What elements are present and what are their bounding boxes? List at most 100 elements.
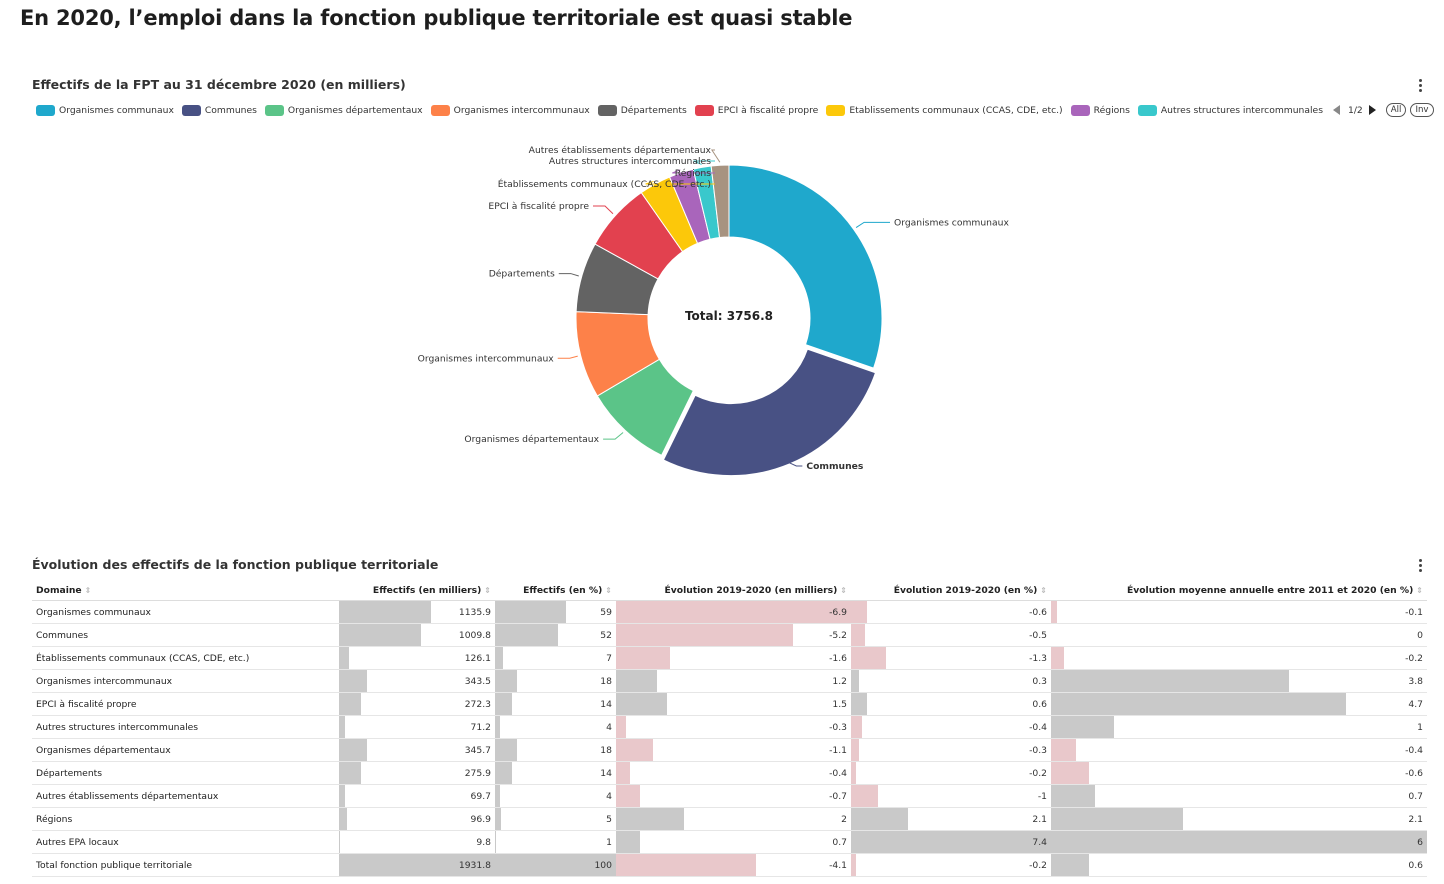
table-row[interactable]: Départements 275.9 14 -0.4 -0.2 -0.6 (32, 761, 1427, 785)
legend-item[interactable]: EPCI à fiscalité propre (694, 104, 818, 116)
row-value-cell: 18 (495, 738, 616, 762)
cell-value: -0.1 (1405, 606, 1423, 618)
table-row[interactable]: Établissements communaux (CCAS, CDE, etc… (32, 646, 1427, 670)
value-bar (495, 762, 512, 784)
cell-value: 5 (606, 813, 612, 825)
sort-icon[interactable]: ⇕ (1416, 585, 1423, 595)
table-row[interactable]: Organismes communaux 1135.9 59 -6.9 -0.6 -0.1 (32, 600, 1427, 624)
cell-value: 343.5 (464, 675, 491, 687)
cell-value: -4.1 (829, 859, 847, 871)
legend-prev-icon[interactable] (1332, 105, 1340, 115)
legend-swatch (1070, 104, 1090, 116)
column-header[interactable]: Effectifs (en milliers) ⇕ (339, 580, 495, 601)
table-row[interactable]: Autres établissements départementaux 69.7… (32, 784, 1427, 808)
row-value-cell: 5 (495, 807, 616, 831)
row-value-cell: -1.3 (851, 646, 1051, 670)
donut-slice[interactable] (728, 164, 883, 369)
table-row[interactable]: Organismes intercommunaux 343.5 18 1.2 0.3 3.… (32, 669, 1427, 693)
value-bar (616, 854, 756, 876)
value-bar (1051, 647, 1064, 669)
table-row[interactable]: Régions 96.9 5 2 2.1 2.1 (32, 807, 1427, 831)
donut-slice[interactable] (662, 348, 877, 477)
table-row[interactable]: Organismes départementaux 345.7 18 -1.1 -0.3… (32, 738, 1427, 762)
legend-swatch (1137, 104, 1157, 116)
legend-swatch (36, 104, 55, 116)
table-row[interactable]: Autres structures intercommunales 71.2 4 -0… (32, 715, 1427, 739)
donut-slice-label: Départements (489, 269, 555, 280)
table-row[interactable]: Total fonction publique territoriale 1931… (32, 853, 1427, 877)
row-value-cell: -0.6 (851, 600, 1051, 624)
row-value-cell: 9.8 (339, 830, 495, 854)
row-value-cell: 0.6 (851, 692, 1051, 716)
donut-menu-icon[interactable] (1415, 78, 1425, 94)
row-value-cell: 6 (1051, 830, 1427, 854)
row-value-cell: 4 (495, 784, 616, 808)
row-value-cell: 52 (495, 623, 616, 647)
cell-value: -0.3 (829, 721, 847, 733)
table-row[interactable]: Communes 1009.8 52 -5.2 -0.5 0 (32, 623, 1427, 647)
sort-icon[interactable]: ⇕ (484, 585, 491, 595)
row-value-cell: -0.4 (851, 715, 1051, 739)
legend-label: Communes (204, 104, 257, 116)
legend-item[interactable]: Communes (181, 104, 257, 116)
value-bar (339, 601, 431, 623)
sort-icon[interactable]: ⇕ (605, 585, 612, 595)
sort-icon[interactable]: ⇕ (840, 585, 847, 595)
row-domain-cell: Autres structures intercommunales (32, 715, 339, 739)
donut-leader-line (693, 160, 715, 165)
row-value-cell: -0.7 (616, 784, 851, 808)
legend-item[interactable]: Etablissements communaux (CCAS, CDE, etc… (826, 104, 1063, 116)
legend-item[interactable]: Organismes intercommunaux (430, 104, 590, 116)
column-header-label: Effectifs (en milliers) (372, 584, 482, 596)
donut-leader-line (557, 355, 578, 359)
column-header[interactable]: Évolution moyenne annuelle entre 2011 et… (1051, 580, 1427, 601)
donut-leader-line (558, 273, 579, 277)
legend-item[interactable]: Organismes communaux (36, 104, 174, 116)
row-value-cell: 7.4 (851, 830, 1051, 854)
legend-inv-button[interactable]: Inv (1410, 103, 1434, 117)
legend-item[interactable]: Régions (1070, 104, 1130, 116)
cell-value: 1009.8 (458, 629, 491, 641)
legend-item[interactable]: Organismes départementaux (264, 104, 423, 116)
table-row[interactable]: Autres EPA locaux 9.8 1 0.7 7.4 6 (32, 830, 1427, 854)
legend-swatch (430, 104, 450, 116)
sort-icon[interactable]: ⇕ (84, 585, 92, 595)
cell-value: -1.1 (829, 744, 847, 756)
donut-leader-line (855, 221, 890, 228)
cell-value: 100 (594, 859, 612, 871)
column-header-label: Évolution 2019-2020 (en %) (893, 584, 1038, 596)
value-bar (339, 785, 345, 807)
value-bar (495, 739, 517, 761)
column-header[interactable]: Domaine ⇕ (32, 580, 339, 601)
value-bar (851, 716, 862, 738)
legend-item[interactable]: Départements (597, 104, 687, 116)
row-domain-cell: Organismes départementaux (32, 738, 339, 762)
cell-value: 0.7 (1408, 790, 1423, 802)
legend-next-icon[interactable] (1368, 105, 1376, 115)
row-value-cell: 3.8 (1051, 669, 1427, 693)
cell-value: -1 (1037, 790, 1047, 802)
cell-value: 9.8 (476, 836, 491, 848)
cell-value: -0.4 (1405, 744, 1423, 756)
sort-icon[interactable]: ⇕ (1040, 585, 1047, 595)
table-row[interactable]: EPCI à fiscalité propre 272.3 14 1.5 0.6 4.7 (32, 692, 1427, 716)
row-domain-cell: Total fonction publique territoriale (32, 853, 339, 877)
row-value-cell: 14 (495, 692, 616, 716)
table-menu-icon[interactable] (1415, 558, 1425, 574)
legend-item[interactable]: Autres structures intercommunales (1137, 104, 1323, 116)
cell-value: 4 (606, 790, 612, 802)
column-header[interactable]: Évolution 2019-2020 (en %) ⇕ (851, 580, 1051, 601)
cell-value: 59 (600, 606, 612, 618)
value-bar (339, 670, 367, 692)
column-header[interactable]: Effectifs (en %) ⇕ (495, 580, 616, 601)
legend-label: Organismes intercommunaux (453, 104, 590, 116)
value-bar (851, 647, 887, 669)
column-header[interactable]: Évolution 2019-2020 (en milliers) ⇕ (616, 580, 851, 601)
legend-all-button[interactable]: All (1385, 103, 1407, 117)
row-value-cell: 272.3 (339, 692, 495, 716)
value-bar (851, 624, 865, 646)
cell-value: 1.2 (832, 675, 847, 687)
donut-slice[interactable] (710, 164, 730, 239)
donut-slice-label: Communes (806, 461, 864, 472)
value-bar (339, 716, 345, 738)
